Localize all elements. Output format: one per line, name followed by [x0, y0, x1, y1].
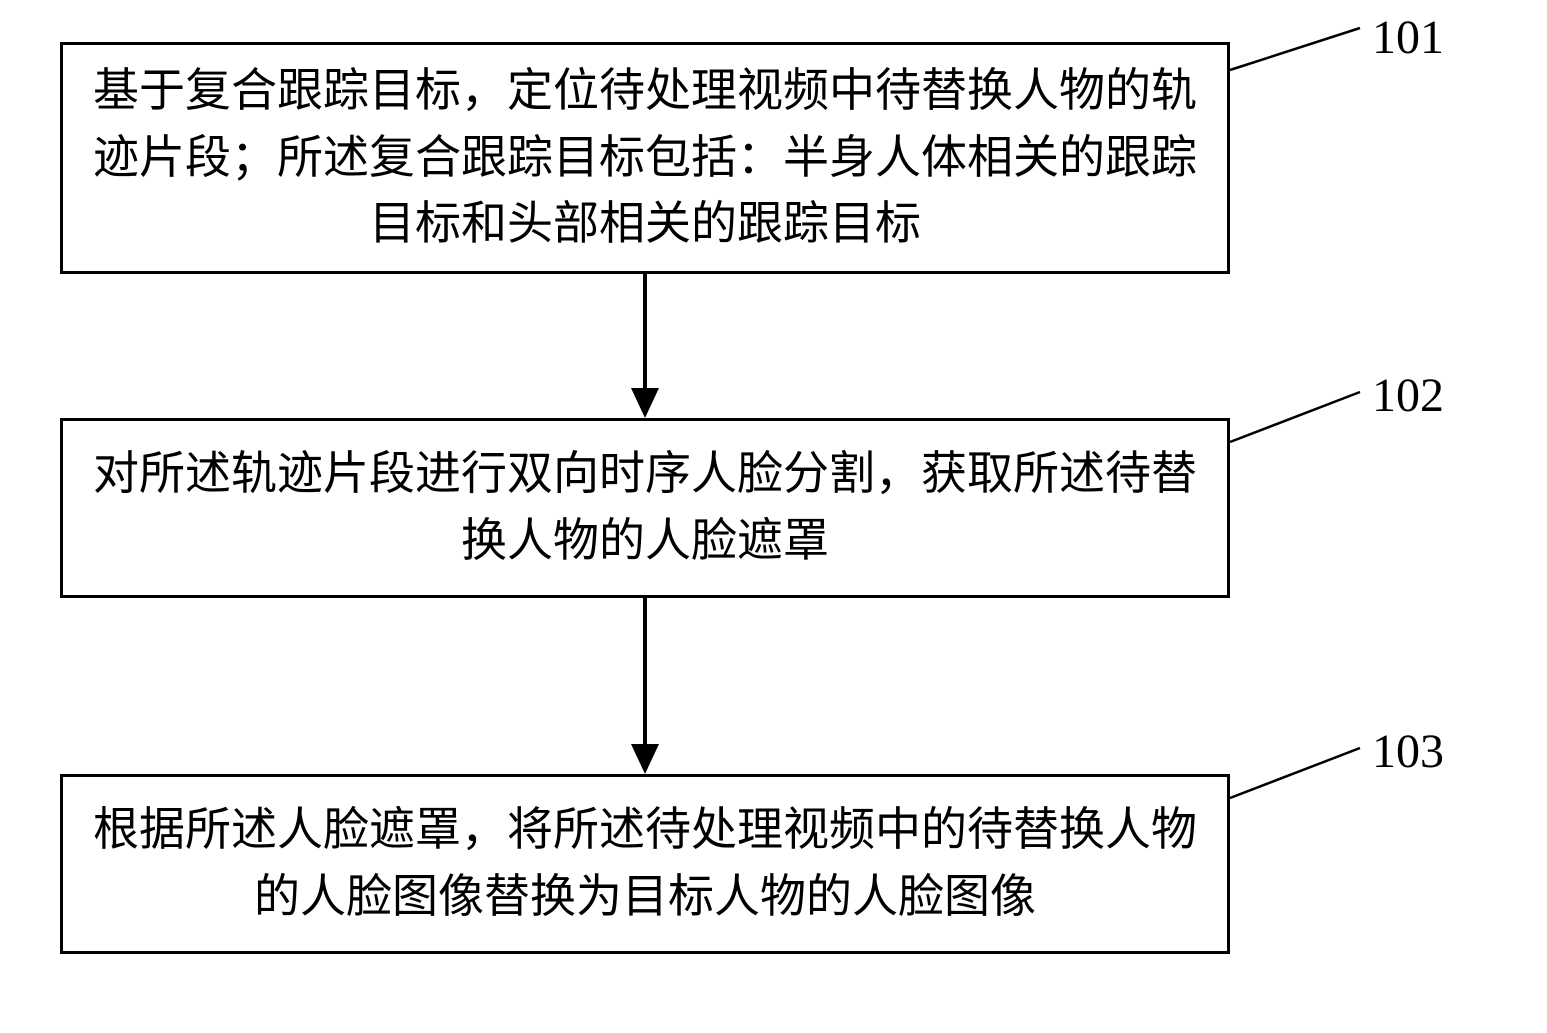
flow-step-102-text: 对所述轨迹片段进行双向时序人脸分割，获取所述待替换人物的人脸遮罩 [91, 441, 1199, 574]
flow-step-102: 对所述轨迹片段进行双向时序人脸分割，获取所述待替换人物的人脸遮罩 [60, 418, 1230, 598]
flow-step-103: 根据所述人脸遮罩，将所述待处理视频中的待替换人物的人脸图像替换为目标人物的人脸图… [60, 774, 1230, 954]
flow-step-101: 基于复合跟踪目标，定位待处理视频中待替换人物的轨迹片段；所述复合跟踪目标包括：半… [60, 42, 1230, 274]
flow-step-101-label: 101 [1372, 10, 1444, 65]
flow-step-103-text: 根据所述人脸遮罩，将所述待处理视频中的待替换人物的人脸图像替换为目标人物的人脸图… [91, 797, 1199, 930]
flow-step-103-label: 103 [1372, 724, 1444, 779]
flow-step-102-label: 102 [1372, 368, 1444, 423]
flow-step-101-text: 基于复合跟踪目标，定位待处理视频中待替换人物的轨迹片段；所述复合跟踪目标包括：半… [91, 58, 1199, 258]
flowchart-canvas: 基于复合跟踪目标，定位待处理视频中待替换人物的轨迹片段；所述复合跟踪目标包括：半… [0, 0, 1547, 1033]
